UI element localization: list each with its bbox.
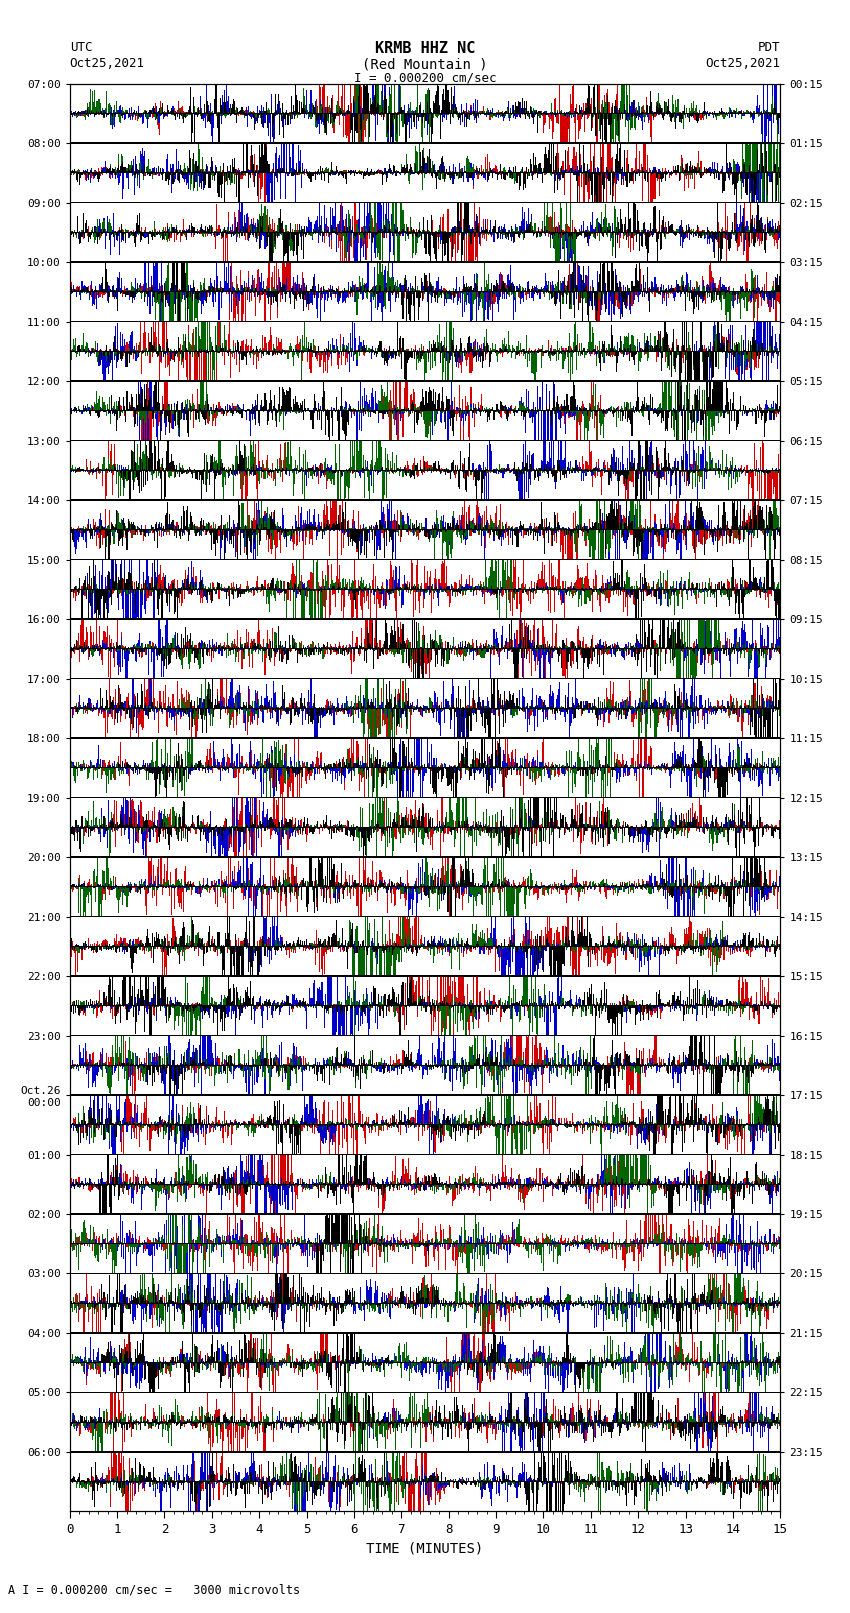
Text: KRMB HHZ NC: KRMB HHZ NC (375, 40, 475, 56)
Text: A I = 0.000200 cm/sec =   3000 microvolts: A I = 0.000200 cm/sec = 3000 microvolts (8, 1584, 301, 1597)
X-axis label: TIME (MINUTES): TIME (MINUTES) (366, 1542, 484, 1557)
Text: I = 0.000200 cm/sec: I = 0.000200 cm/sec (354, 71, 496, 85)
Text: UTC: UTC (70, 40, 92, 55)
Text: PDT: PDT (758, 40, 780, 55)
Text: Oct25,2021: Oct25,2021 (70, 58, 144, 71)
Text: Oct25,2021: Oct25,2021 (706, 58, 780, 71)
Text: (Red Mountain ): (Red Mountain ) (362, 58, 488, 71)
